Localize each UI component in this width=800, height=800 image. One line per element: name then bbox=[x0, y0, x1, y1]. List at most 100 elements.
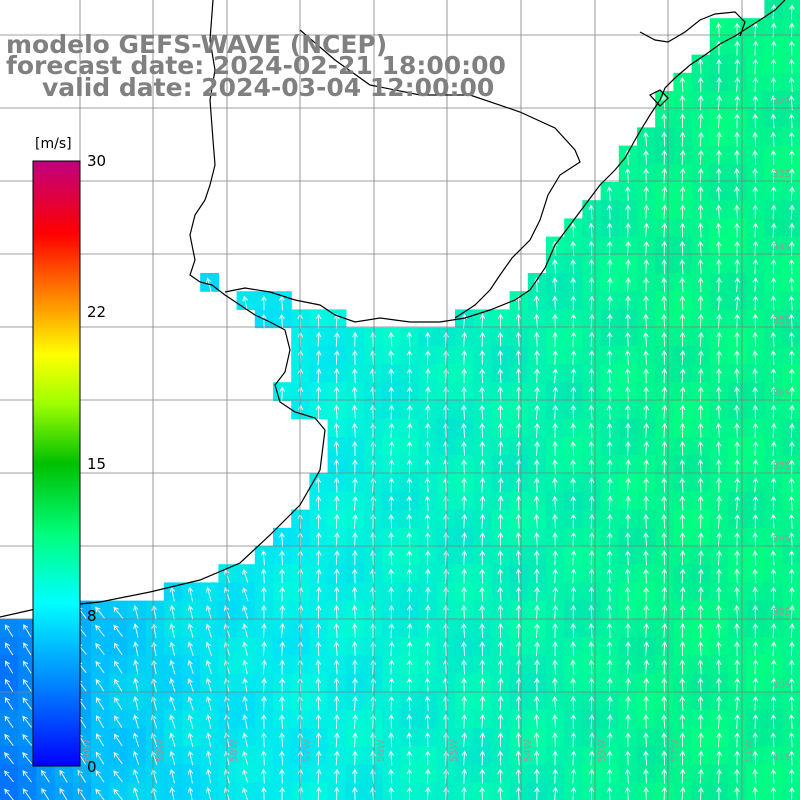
wind-arrow bbox=[461, 349, 468, 365]
wind-arrow bbox=[698, 149, 704, 165]
wind-arrow bbox=[443, 732, 449, 748]
wind-arrow bbox=[406, 732, 413, 748]
wind-arrow bbox=[570, 641, 576, 657]
wind-arrow bbox=[770, 295, 777, 311]
wind-arrow bbox=[424, 713, 431, 729]
wind-arrow bbox=[697, 641, 704, 657]
wind-arrow bbox=[624, 531, 631, 547]
wind-arrow bbox=[351, 604, 358, 620]
longitude-label: 60W bbox=[82, 739, 93, 762]
wind-arrow bbox=[770, 622, 777, 638]
wind-arrow bbox=[715, 240, 722, 256]
wind-speed-cell bbox=[436, 455, 456, 474]
wind-arrow bbox=[96, 715, 105, 729]
wind-arrow bbox=[388, 531, 394, 547]
wind-arrow bbox=[661, 732, 667, 748]
wind-speed-cell bbox=[0, 691, 19, 711]
wind-arrow bbox=[315, 695, 322, 711]
wind-arrow bbox=[752, 331, 758, 347]
wind-speed-cell bbox=[782, 582, 800, 602]
wind-arrow bbox=[570, 732, 577, 748]
wind-arrow bbox=[388, 586, 394, 602]
wind-arrow bbox=[461, 768, 468, 784]
wind-arrow bbox=[461, 677, 467, 693]
wind-speed-cell bbox=[200, 764, 219, 784]
wind-arrow bbox=[279, 386, 286, 402]
wind-arrow bbox=[570, 786, 577, 800]
wind-speed-cell bbox=[200, 746, 219, 765]
wind-arrow bbox=[23, 624, 32, 638]
wind-speed-cell bbox=[618, 382, 638, 401]
wind-arrow bbox=[552, 513, 558, 529]
wind-arrow bbox=[716, 768, 722, 784]
wind-arrow bbox=[606, 786, 613, 800]
wind-arrow bbox=[552, 386, 559, 402]
wind-arrow bbox=[679, 786, 686, 800]
wind-speed-cell bbox=[709, 400, 729, 420]
wind-speed-cell bbox=[582, 218, 602, 238]
wind-arrow bbox=[461, 641, 467, 657]
wind-speed-cell bbox=[546, 691, 565, 711]
wind-speed-cell bbox=[691, 637, 711, 656]
wind-arrow bbox=[4, 770, 14, 783]
wind-arrow bbox=[315, 586, 322, 602]
wind-speed-cell bbox=[91, 746, 110, 765]
wind-speed-cell bbox=[764, 509, 784, 529]
wind-arrow bbox=[588, 258, 595, 274]
wind-arrow bbox=[643, 768, 649, 784]
wind-speed-cell bbox=[327, 400, 347, 420]
wind-arrow bbox=[515, 550, 522, 566]
wind-arrow bbox=[479, 386, 485, 402]
wind-speed-cell bbox=[618, 564, 638, 583]
wind-arrow bbox=[552, 786, 559, 800]
wind-arrow bbox=[588, 404, 595, 420]
wind-arrow bbox=[770, 222, 777, 238]
wind-speed-cell bbox=[746, 345, 765, 365]
wind-speed-cell bbox=[273, 728, 292, 747]
wind-arrow bbox=[679, 768, 686, 784]
wind-arrow bbox=[698, 568, 704, 584]
wind-arrow bbox=[533, 531, 540, 547]
wind-arrow bbox=[770, 768, 777, 784]
wind-arrow bbox=[752, 404, 759, 420]
wind-arrow bbox=[552, 295, 558, 311]
wind-speed-cell bbox=[564, 673, 583, 693]
wind-arrow bbox=[607, 313, 613, 329]
wind-arrow bbox=[752, 604, 758, 620]
wind-arrow bbox=[716, 531, 722, 547]
wind-arrow bbox=[624, 167, 631, 183]
wind-arrow bbox=[661, 222, 668, 238]
wind-speed-cell bbox=[109, 618, 128, 638]
wind-arrow bbox=[169, 768, 175, 784]
wind-arrow bbox=[443, 404, 449, 420]
wind-arrow bbox=[242, 714, 248, 729]
wind-arrow bbox=[679, 386, 686, 402]
wind-speed-cell bbox=[673, 673, 693, 693]
wind-arrow bbox=[570, 531, 577, 547]
wind-speed-cell bbox=[345, 582, 365, 602]
wind-arrow bbox=[334, 313, 340, 329]
wind-arrow bbox=[697, 404, 704, 420]
wind-speed-cell bbox=[182, 709, 201, 729]
wind-arrow bbox=[479, 331, 486, 347]
wind-arrow bbox=[698, 167, 704, 183]
wind-speed-cell bbox=[163, 709, 183, 729]
wind-arrow bbox=[443, 604, 449, 620]
wind-speed-cell bbox=[564, 236, 583, 256]
wind-arrow bbox=[534, 641, 540, 657]
wind-arrow bbox=[624, 349, 631, 365]
wind-speed-cell bbox=[200, 673, 219, 693]
wind-arrow bbox=[479, 422, 485, 438]
wind-speed-cell bbox=[18, 746, 37, 765]
wind-speed-cell bbox=[564, 655, 583, 674]
wind-arrow bbox=[334, 550, 340, 566]
wind-arrow bbox=[625, 404, 631, 420]
wind-arrow bbox=[425, 550, 431, 566]
wind-arrow bbox=[388, 550, 394, 566]
wind-arrow bbox=[789, 167, 795, 183]
wind-arrow bbox=[279, 713, 285, 729]
wind-arrow bbox=[752, 149, 758, 165]
wind-arrow bbox=[315, 659, 322, 675]
wind-speed-cell bbox=[436, 473, 456, 492]
latitude-label: 36S bbox=[772, 388, 791, 399]
